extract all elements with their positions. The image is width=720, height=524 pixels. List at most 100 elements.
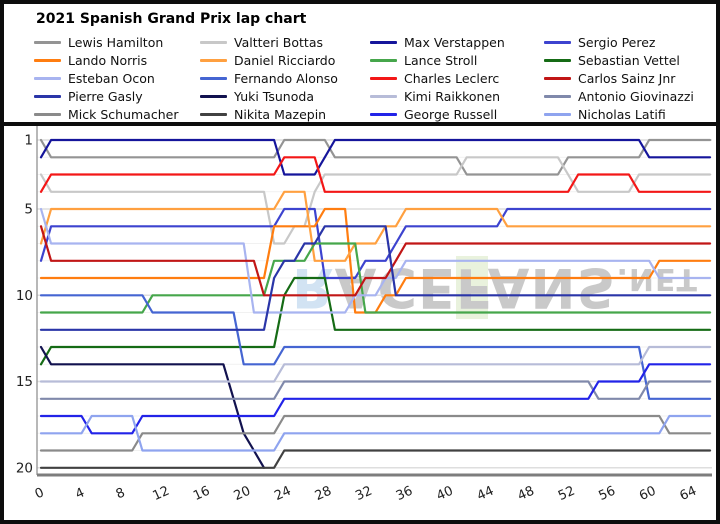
legend-item-yuki-tsunoda: Yuki Tsunoda [200, 87, 368, 105]
lap-line-sergio-perez [39, 207, 712, 280]
legend-item-nicholas-latifi: Nicholas Latifi [544, 105, 710, 123]
lap-line-esteban-ocon [39, 207, 712, 314]
legend-label: Lando Norris [68, 52, 148, 68]
x-tick-label-52: 52 [556, 484, 577, 504]
x-tick-label-56: 56 [597, 484, 618, 504]
legend-label: Lewis Hamilton [68, 34, 164, 50]
legend-label: Lance Stroll [404, 52, 478, 68]
legend-item-esteban-ocon: Esteban Ocon [34, 69, 198, 87]
lap-line-lewis-hamilton [39, 138, 712, 176]
legend-label: Sergio Perez [578, 34, 656, 50]
x-tick-label-20: 20 [232, 484, 253, 504]
legend-label: Carlos Sainz Jnr [578, 70, 676, 86]
legend-label: Daniel Ricciardo [234, 52, 336, 68]
legend-item-lando-norris: Lando Norris [34, 51, 198, 69]
chart-title: 2021 Spanish Grand Prix lap chart [36, 11, 307, 27]
y-tick-label-10: 10 [16, 288, 33, 304]
legend-label: Antonio Giovinazzi [578, 88, 694, 104]
lap-line-pierre-gasly [39, 225, 712, 331]
x-tick-label-32: 32 [353, 484, 374, 504]
legend-item-valtteri-bottas: Valtteri Bottas [200, 33, 368, 51]
legend-plot-divider [4, 122, 716, 126]
legend-label: Pierre Gasly [68, 88, 143, 104]
legend-item-george-russell: George Russell [370, 105, 542, 123]
lap-line-valtteri-bottas [39, 156, 712, 245]
legend-label: Kimi Raikkonen [404, 88, 501, 104]
legend-swatch-george-russell [370, 112, 397, 116]
legend-item-sergio-perez: Sergio Perez [544, 33, 710, 51]
legend-swatch-carlos-sainz-jnr [544, 76, 571, 80]
legend-label: Valtteri Bottas [234, 34, 323, 50]
legend-swatch-nikita-mazepin [200, 112, 227, 116]
y-tick-label-15: 15 [16, 374, 33, 390]
x-tick-label-64: 64 [678, 484, 699, 504]
legend-label: Mick Schumacher [68, 106, 179, 122]
x-tick-label-8: 8 [114, 485, 128, 502]
legend-swatch-nicholas-latifi [544, 112, 571, 116]
legend-swatch-lewis-hamilton [34, 40, 61, 44]
y-tick-label-20: 20 [16, 460, 33, 476]
legend-label: Yuki Tsunoda [234, 88, 314, 104]
legend-swatch-lance-stroll [370, 58, 397, 62]
lap-line-carlos-sainz-jnr [39, 225, 712, 297]
x-tick-label-4: 4 [73, 485, 87, 502]
legend-item-sebastian-vettel: Sebastian Vettel [544, 51, 710, 69]
lap-line-sebastian-vettel [39, 276, 712, 366]
x-tick-label-40: 40 [434, 484, 455, 504]
legend-item-pierre-gasly: Pierre Gasly [34, 87, 198, 105]
lap-line-kimi-raikkonen [39, 345, 712, 383]
legend-item-antonio-giovinazzi: Antonio Giovinazzi [544, 87, 710, 105]
legend-swatch-kimi-raikkonen [370, 94, 397, 98]
legend-swatch-mick-schumacher [34, 112, 61, 116]
legend-swatch-lando-norris [34, 58, 61, 62]
y-tick-label-1: 1 [24, 133, 33, 149]
legend-label: Nicholas Latifi [578, 106, 666, 122]
lap-line-antonio-giovinazzi [39, 380, 712, 400]
legend-swatch-esteban-ocon [34, 76, 61, 80]
legend-swatch-sergio-perez [544, 40, 571, 44]
legend-swatch-yuki-tsunoda [200, 94, 227, 98]
legend-item-kimi-raikkonen: Kimi Raikkonen [370, 87, 542, 105]
x-tick-label-0: 0 [33, 485, 47, 502]
x-tick-label-48: 48 [515, 484, 536, 504]
legend-label: Esteban Ocon [68, 70, 155, 86]
x-tick-label-28: 28 [313, 484, 334, 504]
legend-label: Max Verstappen [404, 34, 505, 50]
x-tick-label-44: 44 [475, 484, 496, 504]
legend-label: George Russell [404, 106, 498, 122]
legend-swatch-daniel-ricciardo [200, 58, 227, 62]
legend-label: Fernando Alonso [234, 70, 338, 86]
legend-item-nikita-mazepin: Nikita Mazepin [200, 105, 368, 123]
legend-swatch-max-verstappen [370, 40, 397, 44]
lap-line-charles-leclerc [39, 156, 712, 193]
legend-item-fernando-alonso: Fernando Alonso [200, 69, 368, 87]
x-tick-label-16: 16 [191, 484, 212, 504]
lap-line-nikita-mazepin [39, 449, 712, 469]
lap-line-max-verstappen [39, 138, 712, 176]
lap-line-nicholas-latifi [39, 414, 712, 452]
legend-swatch-pierre-gasly [34, 94, 61, 98]
legend-swatch-sebastian-vettel [544, 58, 571, 62]
x-tick-label-36: 36 [394, 484, 415, 504]
legend-item-lance-stroll: Lance Stroll [370, 51, 542, 69]
legend-item-max-verstappen: Max Verstappen [370, 33, 542, 51]
y-tick-label-5: 5 [24, 202, 33, 218]
legend-label: Charles Leclerc [404, 70, 500, 86]
legend-item-lewis-hamilton: Lewis Hamilton [34, 33, 198, 51]
legend-swatch-valtteri-bottas [200, 40, 227, 44]
legend-swatch-fernando-alonso [200, 76, 227, 80]
legend-label: Nikita Mazepin [234, 106, 327, 122]
legend-swatch-charles-leclerc [370, 76, 397, 80]
chart-legend: Lewis Hamilton Valtteri Bottas Max Verstap… [34, 33, 710, 123]
x-tick-label-12: 12 [151, 484, 172, 504]
legend-item-daniel-ricciardo: Daniel Ricciardo [200, 51, 368, 69]
x-tick-label-60: 60 [637, 484, 658, 504]
legend-item-carlos-sainz-jnr: Carlos Sainz Jnr [544, 69, 710, 87]
x-tick-label-24: 24 [272, 484, 293, 504]
legend-label: Sebastian Vettel [578, 52, 680, 68]
legend-item-mick-schumacher: Mick Schumacher [34, 105, 198, 123]
legend-item-charles-leclerc: Charles Leclerc [370, 69, 542, 87]
lap-line-george-russell [39, 363, 712, 435]
